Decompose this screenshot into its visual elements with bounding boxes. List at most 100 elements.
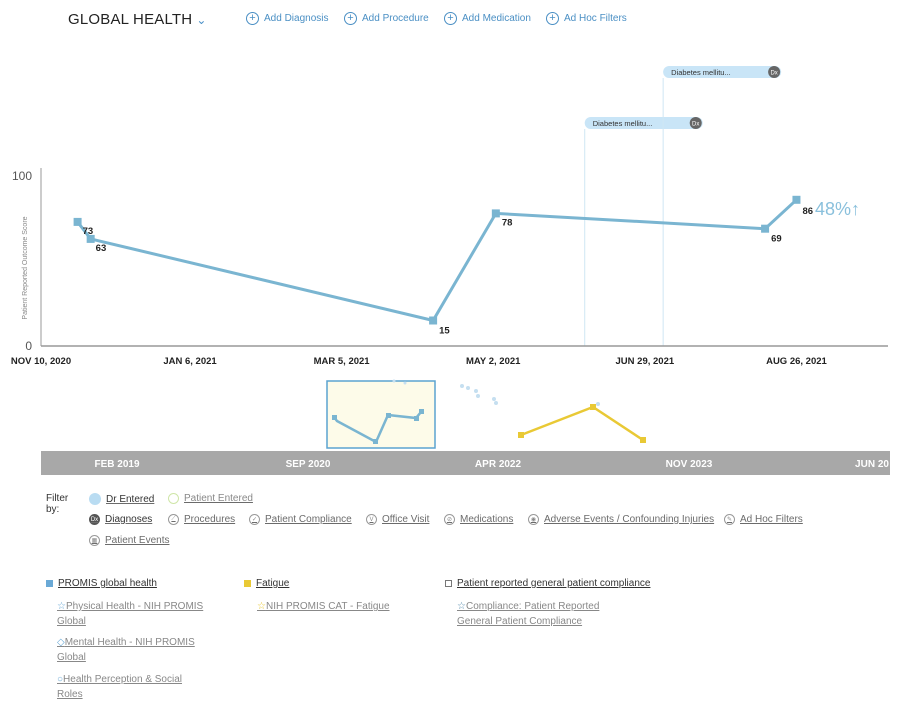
overview-navigator[interactable]: FEB 2019 SEP 2020 APR 2022 NOV 2023 JUN … bbox=[0, 376, 904, 476]
overview-point bbox=[419, 409, 424, 414]
filter-patient-events[interactable]: ▦ Patient Events bbox=[89, 535, 169, 546]
chevron-down-icon[interactable]: ⌄ bbox=[196, 12, 207, 27]
filled-circle-icon bbox=[89, 493, 101, 505]
annotation-label: Diabetes mellitu... bbox=[671, 68, 731, 77]
dx-badge-icon bbox=[768, 66, 781, 78]
overview-tick-label: JUN 20 bbox=[855, 459, 889, 470]
star-icon: ☆ bbox=[57, 601, 66, 612]
add-medication-button[interactable]: + Add Medication bbox=[444, 12, 531, 25]
legend-item-physical-health[interactable]: ☆Physical Health - NIH PROMIS Global bbox=[57, 601, 204, 627]
overview-selection-window[interactable] bbox=[326, 380, 436, 449]
data-point[interactable] bbox=[86, 234, 95, 243]
legend-promis-global-health[interactable]: PROMIS global health bbox=[46, 578, 157, 589]
overview-fatigue-point bbox=[590, 404, 596, 410]
x-tick-label: AUG 26, 2021 bbox=[766, 356, 827, 367]
x-tick-label: MAY 2, 2021 bbox=[466, 356, 521, 367]
y-tick-label: 100 bbox=[12, 169, 32, 183]
overview-tick-label: APR 2022 bbox=[475, 459, 522, 470]
add-procedure-button[interactable]: + Add Procedure bbox=[344, 12, 429, 25]
procedure-icon: ⟋ bbox=[168, 514, 179, 525]
data-point[interactable] bbox=[491, 209, 500, 218]
filter-patient-entered[interactable]: Patient Entered bbox=[168, 493, 253, 504]
y-tick-label: 0 bbox=[25, 339, 32, 353]
page-title-text: GLOBAL HEALTH bbox=[68, 11, 193, 28]
filter-adverse-events[interactable]: ◉ Adverse Events / Confounding Injuries bbox=[528, 514, 714, 525]
overview-fatigue-point bbox=[640, 437, 646, 443]
annotation-diagnosis-flag[interactable]: Diabetes mellitu... Dx bbox=[584, 117, 703, 129]
star-icon: ☆ bbox=[257, 601, 266, 612]
legend-item-health-perception[interactable]: ○Health Perception & Social Roles bbox=[57, 674, 183, 700]
legend-fatigue[interactable]: Fatigue bbox=[244, 578, 289, 589]
overview-tick-label: NOV 2023 bbox=[666, 459, 713, 470]
annotation-label: Diabetes mellitu... bbox=[593, 119, 653, 128]
filter-procedures[interactable]: ⟋ Procedures bbox=[168, 514, 235, 525]
ad-hoc-filters-button[interactable]: + Ad Hoc Filters bbox=[546, 12, 627, 25]
circle-icon: ○ bbox=[57, 674, 64, 685]
filter-medications[interactable]: ⊘ Medications bbox=[444, 514, 513, 525]
adhoc-icon: ✎ bbox=[724, 514, 735, 525]
visit-icon: V bbox=[366, 514, 377, 525]
overview-time-bar bbox=[41, 451, 890, 475]
data-label: 78 bbox=[502, 217, 513, 228]
filter-patient-compliance[interactable]: ✓ Patient Compliance bbox=[249, 514, 352, 525]
annotation-flag-bg bbox=[663, 66, 782, 78]
overview-point bbox=[332, 415, 337, 420]
data-label: 73 bbox=[83, 226, 94, 237]
overview-dot bbox=[474, 389, 478, 393]
overview-tick-label: SEP 2020 bbox=[286, 459, 331, 470]
annotation-flag-bg bbox=[584, 117, 703, 129]
series-line bbox=[76, 198, 798, 323]
blue-square-icon bbox=[46, 580, 53, 587]
y-axis-label: Patient Reported Outcome Score bbox=[22, 216, 29, 319]
data-label: 69 bbox=[771, 234, 782, 245]
data-label: 63 bbox=[96, 243, 107, 254]
dx-icon: Dx bbox=[89, 514, 100, 525]
data-point[interactable] bbox=[761, 224, 770, 233]
plus-circle-icon: + bbox=[444, 12, 457, 25]
overview-point bbox=[386, 413, 391, 418]
overview-dot bbox=[460, 384, 464, 388]
overview-tick-label: FEB 2019 bbox=[94, 459, 139, 470]
data-point[interactable] bbox=[792, 195, 801, 204]
plus-circle-icon: + bbox=[546, 12, 559, 25]
empty-square-icon bbox=[445, 580, 452, 587]
change-percent-label: 48%↑ bbox=[815, 199, 860, 219]
filter-ad-hoc[interactable]: ✎ Ad Hoc Filters bbox=[724, 514, 803, 525]
filter-by-label: Filter by: bbox=[46, 493, 69, 515]
legend-item-fatigue-cat[interactable]: ☆NIH PROMIS CAT - Fatigue bbox=[257, 601, 390, 612]
legend-item-compliance[interactable]: ☆Compliance: Patient Reported General Pa… bbox=[457, 601, 600, 627]
x-tick-label: NOV 10, 2020 bbox=[11, 356, 71, 367]
filter-dr-entered[interactable]: Dr Entered bbox=[89, 493, 154, 505]
add-diagnosis-button[interactable]: + Add Diagnosis bbox=[246, 12, 328, 25]
filter-diagnoses[interactable]: Dx Diagnoses bbox=[89, 514, 153, 525]
diamond-icon: ◇ bbox=[57, 637, 65, 648]
overview-dot bbox=[392, 379, 396, 383]
filter-office-visit[interactable]: V Office Visit bbox=[366, 514, 429, 525]
dx-badge-label: Dx bbox=[692, 122, 699, 128]
dx-badge-label: Dx bbox=[770, 71, 777, 77]
data-label: 15 bbox=[439, 326, 450, 337]
page-title[interactable]: GLOBAL HEALTH ⌄ bbox=[68, 11, 207, 28]
data-point[interactable] bbox=[73, 217, 82, 226]
adverse-icon: ◉ bbox=[528, 514, 539, 525]
x-tick-label: MAR 5, 2021 bbox=[314, 356, 371, 367]
legend-patient-compliance[interactable]: Patient reported general patient complia… bbox=[445, 578, 650, 589]
annotation-diagnosis-flag[interactable]: Diabetes mellitu... Dx bbox=[663, 66, 782, 78]
overview-dot bbox=[596, 402, 600, 406]
legend-item-mental-health[interactable]: ◇Mental Health - NIH PROMIS Global bbox=[57, 637, 195, 663]
overview-dot bbox=[494, 401, 498, 405]
plus-circle-icon: + bbox=[246, 12, 259, 25]
overview-dot bbox=[403, 381, 407, 385]
open-circle-icon bbox=[168, 493, 179, 504]
events-icon: ▦ bbox=[89, 535, 100, 546]
overview-dot bbox=[466, 386, 470, 390]
data-point[interactable] bbox=[429, 316, 438, 325]
overview-fatigue-series bbox=[520, 405, 644, 442]
overview-dot bbox=[492, 397, 496, 401]
overview-fatigue-point bbox=[518, 432, 524, 438]
pill-icon: ⊘ bbox=[444, 514, 455, 525]
overview-point bbox=[373, 439, 378, 444]
yellow-square-icon bbox=[244, 580, 251, 587]
check-icon: ✓ bbox=[249, 514, 260, 525]
